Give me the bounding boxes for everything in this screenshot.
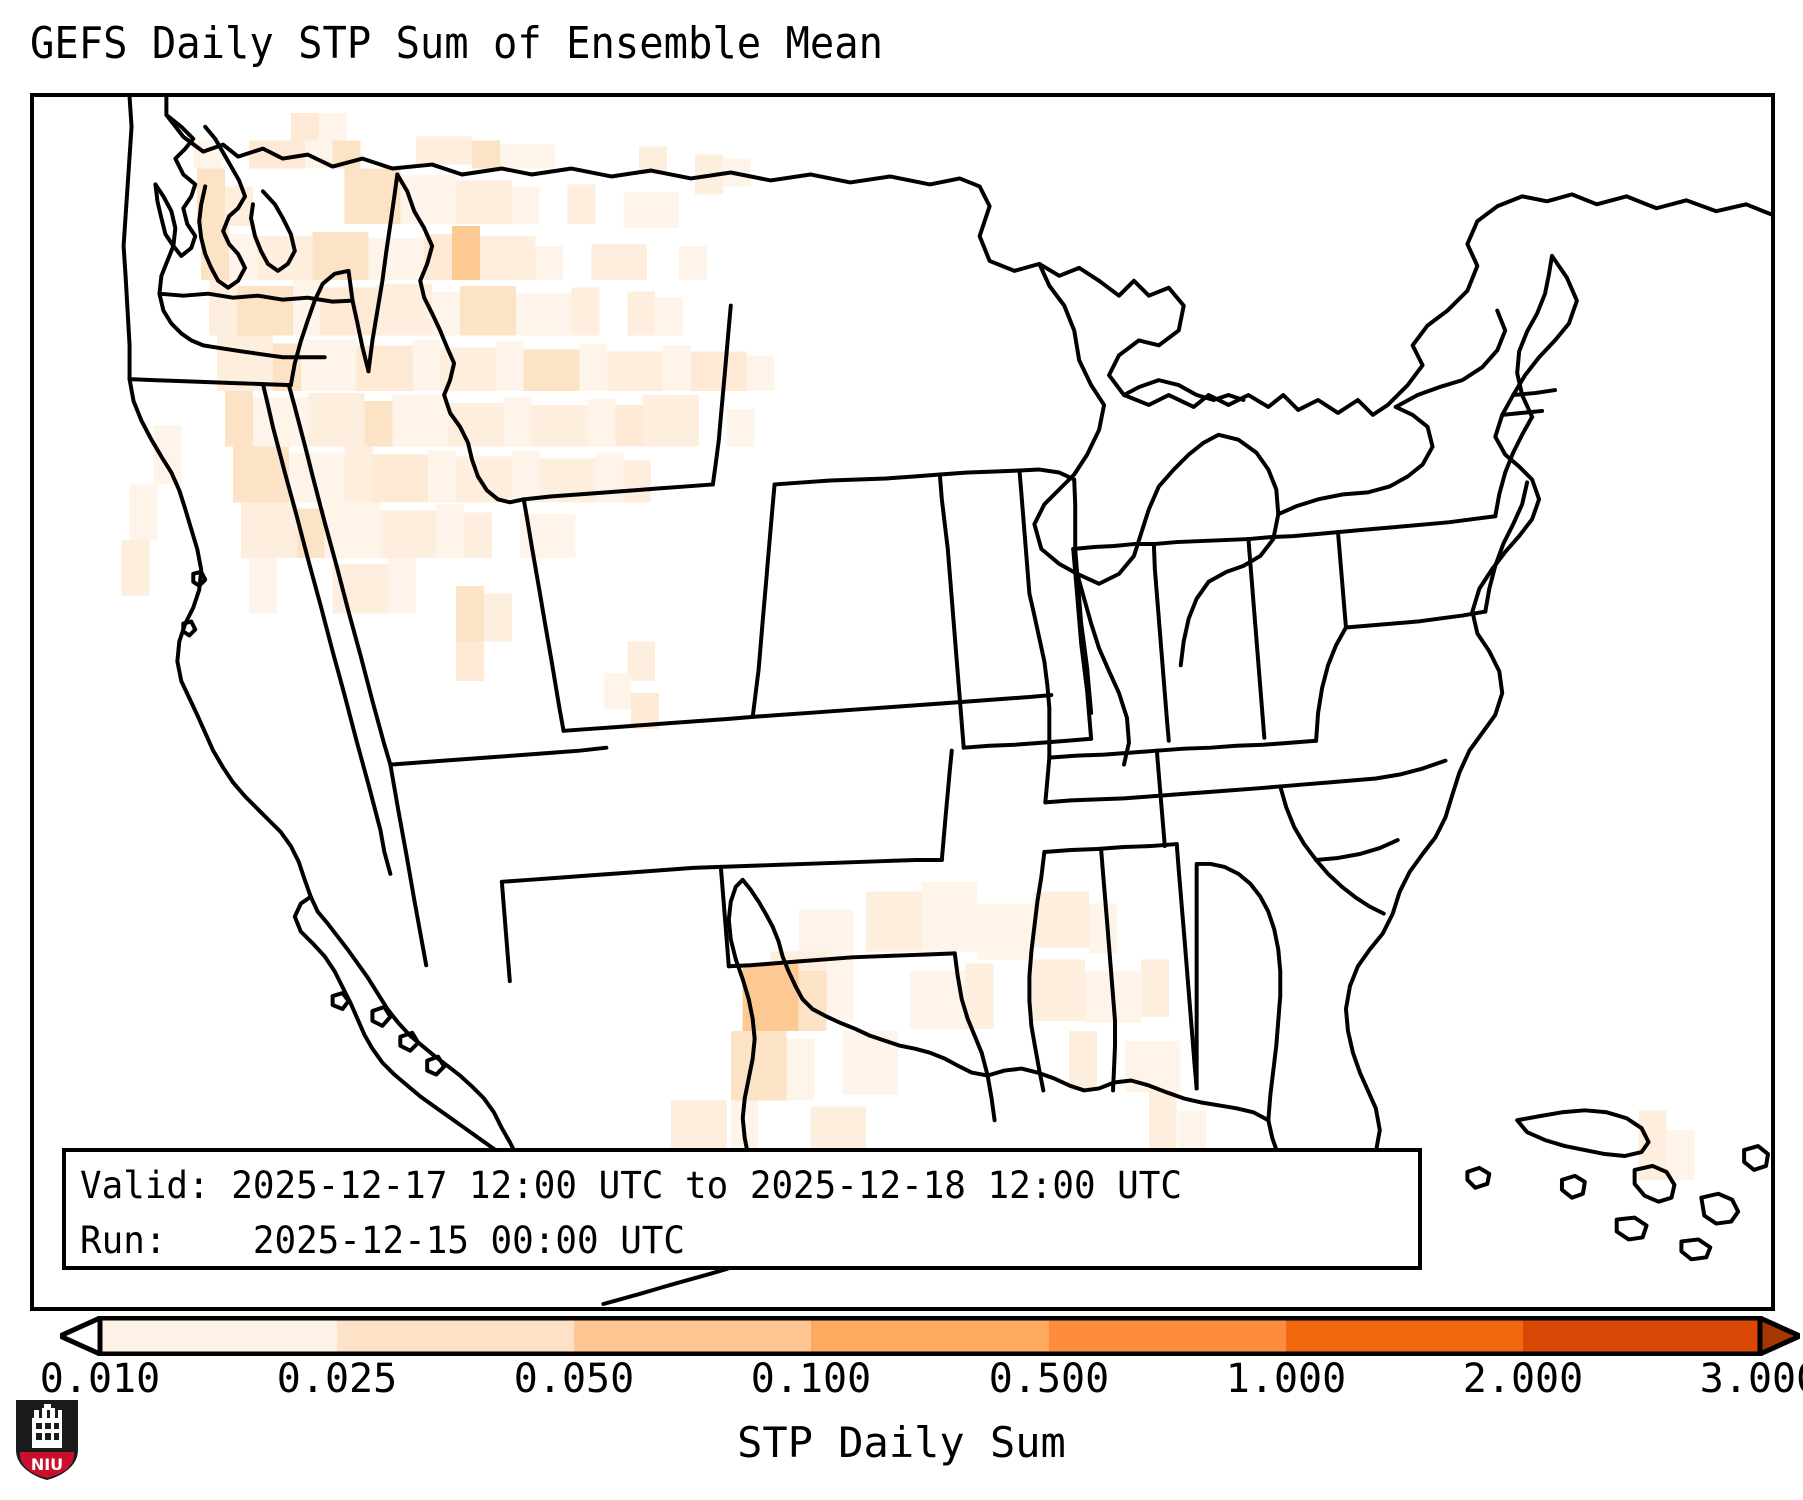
valid-run-info-box: Valid: 2025-12-17 12:00 UTC to 2025-12-1… xyxy=(62,1148,1422,1270)
colorbar-tick-4: 0.500 xyxy=(988,1356,1110,1402)
colorbar-tick-labels: 0.010 0.025 0.050 0.100 0.500 1.000 2.00… xyxy=(0,1356,1803,1412)
colorbar-tick-1: 0.025 xyxy=(276,1356,398,1402)
colorbar-under-arrow xyxy=(60,1316,103,1356)
valid-time-line: Valid: 2025-12-17 12:00 UTC to 2025-12-1… xyxy=(80,1164,1182,1207)
colorbar-tick-2: 0.050 xyxy=(513,1356,635,1402)
run-time-line: Run: 2025-12-15 00:00 UTC xyxy=(80,1219,686,1262)
colorbar-axis-label: STP Daily Sum xyxy=(737,1418,1066,1467)
page-title: GEFS Daily STP Sum of Ensemble Mean xyxy=(30,18,883,69)
colorbar-tick-7: 3.000 xyxy=(1699,1356,1803,1402)
colorbar xyxy=(60,1316,1800,1356)
colorbar-svg xyxy=(60,1316,1800,1356)
colorbar-tick-5: 1.000 xyxy=(1225,1356,1347,1402)
map-canvas xyxy=(121,97,1771,1307)
colorbar-tick-3: 0.100 xyxy=(750,1356,872,1402)
colorbar-over-arrow xyxy=(1757,1316,1800,1356)
map-geography-layer xyxy=(121,97,1771,1307)
map-panel xyxy=(30,93,1775,1311)
colorbar-tick-0: 0.010 xyxy=(39,1356,161,1402)
colorbar-bands xyxy=(100,1318,1760,1354)
niu-logo: NIU xyxy=(16,1400,78,1480)
niu-logo-text: NIU xyxy=(31,1455,63,1474)
stp-shading-layer xyxy=(121,112,1695,1210)
colorbar-tick-6: 2.000 xyxy=(1462,1356,1584,1402)
